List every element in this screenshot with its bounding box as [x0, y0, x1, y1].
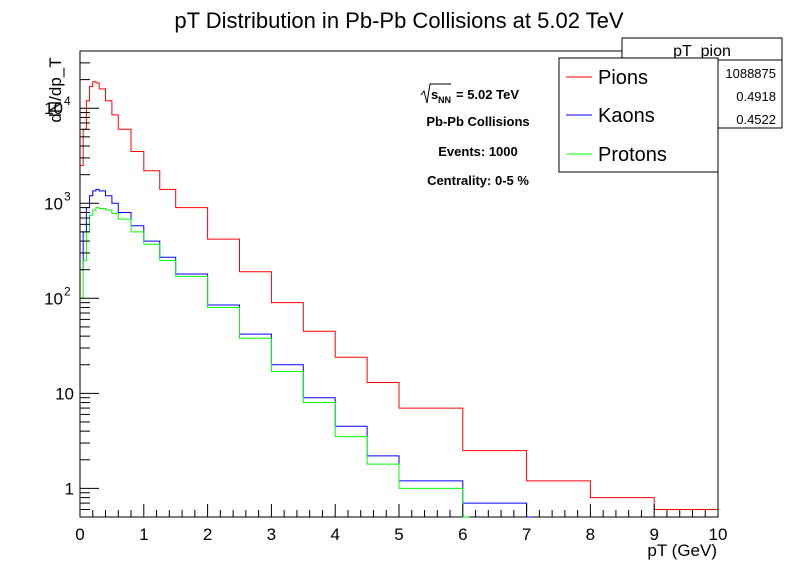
legend-label-kaons: Kaons [598, 105, 655, 127]
x-tick-label: 6 [458, 525, 467, 544]
sqrt-s-value: = 5.02 TeV [456, 87, 519, 102]
x-axis-label: pT (GeV) [647, 541, 717, 560]
y-tick-label: 10 [44, 99, 63, 118]
legend-label-pions: Pions [598, 67, 648, 89]
legend-label-protons: Protons [598, 144, 667, 166]
y-tick-exponent: 2 [64, 284, 71, 298]
collision-system-text: Pb-Pb Collisions [426, 114, 529, 129]
annotation-block: s NN = 5.02 TeV Pb-Pb Collisions Events:… [420, 83, 530, 188]
legend: Pions Kaons Protons [558, 57, 719, 173]
stats-stddev-value: 0.4522 [736, 112, 776, 127]
x-tick-label: 9 [649, 525, 658, 544]
sqrt-s-symbol: s [431, 87, 438, 102]
series-line-kaons [80, 188, 533, 518]
y-tick-exponent: 3 [64, 189, 71, 203]
y-tick-label: 10 [44, 194, 63, 213]
legend-entry-pions: Pions [566, 67, 648, 89]
chart-title: pT Distribution in Pb-Pb Collisions at 5… [174, 8, 624, 33]
x-tick-label: 7 [522, 525, 531, 544]
legend-entry-protons: Protons [566, 144, 667, 166]
x-tick-label: 5 [394, 525, 403, 544]
y-tick-exponent: 4 [64, 94, 71, 108]
sqrt-symbol-icon [420, 83, 451, 104]
x-tick-label: 0 [75, 525, 84, 544]
y-tick-label: 10 [55, 384, 74, 403]
x-tick-label: 2 [203, 525, 212, 544]
y-tick-label: 10 [44, 289, 63, 308]
x-tick-label: 4 [330, 525, 339, 544]
stats-mean-value: 0.4918 [736, 89, 776, 104]
stats-box-title: pT_pion [673, 43, 731, 60]
events-text: Events: 1000 [438, 144, 518, 159]
series-layer [80, 81, 719, 518]
x-tick-label: 10 [709, 525, 728, 544]
sqrt-s-annotation: s NN = 5.02 TeV [420, 83, 519, 105]
series-line-protons [80, 207, 470, 518]
x-tick-label: 8 [586, 525, 595, 544]
legend-entry-kaons: Kaons [566, 105, 655, 127]
y-tick-label: 1 [65, 479, 74, 498]
x-tick-label: 3 [267, 525, 276, 544]
series-line-pions [80, 81, 719, 517]
x-axis: 0 1 2 3 4 5 6 7 8 9 10 [75, 504, 727, 544]
y-axis-label: dN/dp_T [46, 57, 65, 122]
centrality-text: Centrality: 0-5 % [427, 173, 529, 188]
x-tick-label: 1 [139, 525, 148, 544]
stats-entries-value: 1088875 [725, 66, 776, 81]
sqrt-s-subscript: NN [438, 95, 451, 105]
